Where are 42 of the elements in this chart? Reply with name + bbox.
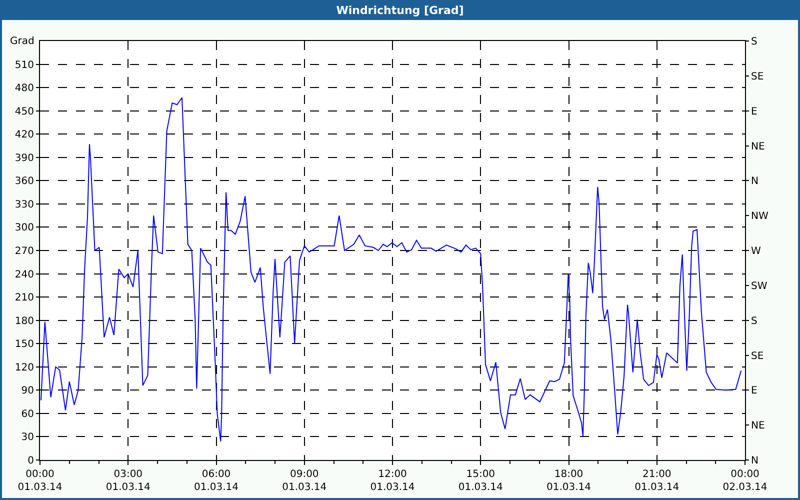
x-tick-label: 06:00 01.03.14 — [194, 469, 239, 493]
x-tick-label: 18:00 01.03.14 — [546, 469, 592, 493]
y-tick-label: 240 — [14, 269, 34, 280]
y-tick-label: 450 — [14, 106, 34, 118]
chart-title: Windrichtung [Grad] — [2, 2, 798, 20]
y-tick-label: 300 — [14, 222, 34, 234]
category-label: W — [751, 246, 761, 257]
y-tick-label: 150 — [14, 339, 34, 350]
y-tick-label: 420 — [14, 130, 34, 141]
x-tick-label: 21:00 01.03.14 — [634, 469, 680, 493]
y-tick-label: 330 — [14, 199, 34, 210]
category-label: NW — [751, 211, 768, 222]
y-tick-label: 480 — [14, 83, 34, 94]
y-tick-label: 180 — [14, 316, 34, 327]
category-label: NE — [751, 141, 765, 152]
category-label: N — [751, 456, 758, 466]
category-label: E — [751, 106, 758, 118]
y-tick-label: 360 — [14, 176, 34, 188]
category-label: N — [751, 176, 758, 188]
x-tick-label: 09:00 01.03.14 — [282, 469, 327, 493]
x-tick-label: 12:00 01.03.14 — [370, 469, 415, 493]
y-tick-label: 210 — [14, 292, 34, 304]
category-label: SE — [751, 350, 764, 362]
category-label: SW — [751, 280, 768, 292]
y-tick-label: 0 — [28, 456, 34, 466]
y-axis-title: Grad — [10, 36, 34, 47]
y-tick-label: 30 — [21, 432, 34, 444]
x-tick-label: 15:00 01.03.14 — [458, 469, 503, 493]
category-label: E — [751, 386, 758, 397]
category-label: SE — [751, 71, 764, 82]
category-label: S — [751, 36, 758, 48]
category-label: NE — [751, 420, 765, 432]
y-tick-label: 90 — [21, 386, 34, 397]
x-tick-label: 00:00 01.03.14 — [18, 469, 62, 493]
x-tick-label: 00:00 02.03.14 — [722, 469, 768, 493]
x-tick-label: 03:00 01.03.14 — [106, 469, 150, 493]
y-tick-label: 60 — [21, 408, 34, 420]
category-label: S — [751, 316, 758, 327]
y-tick-label: 120 — [14, 362, 34, 374]
y-tick-label: 510 — [14, 60, 34, 71]
y-tick-label: 390 — [14, 152, 34, 164]
y-tick-label: 270 — [14, 246, 34, 257]
